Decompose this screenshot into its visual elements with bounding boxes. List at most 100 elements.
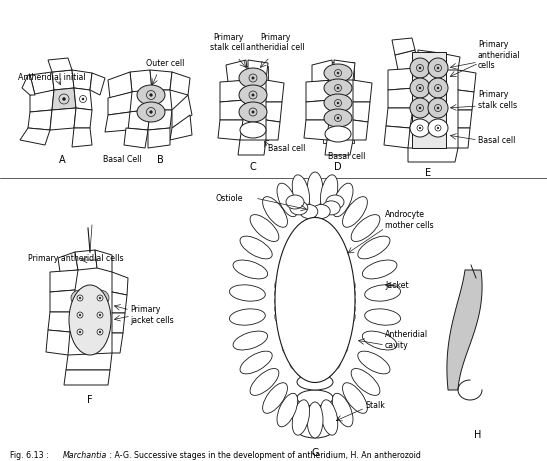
- Ellipse shape: [410, 98, 430, 118]
- Ellipse shape: [233, 331, 267, 350]
- Ellipse shape: [69, 285, 111, 355]
- Ellipse shape: [289, 271, 302, 284]
- Text: A: A: [59, 155, 65, 165]
- Polygon shape: [304, 120, 329, 140]
- Ellipse shape: [282, 279, 295, 292]
- Ellipse shape: [289, 326, 302, 339]
- Polygon shape: [64, 370, 110, 385]
- Text: E: E: [425, 168, 431, 178]
- Polygon shape: [20, 128, 50, 145]
- Text: Basal cell: Basal cell: [268, 143, 305, 153]
- Polygon shape: [126, 110, 150, 130]
- Ellipse shape: [289, 318, 302, 331]
- Ellipse shape: [252, 111, 254, 113]
- Ellipse shape: [335, 279, 348, 292]
- Text: C: C: [249, 162, 257, 172]
- Text: Basal Cell: Basal Cell: [103, 155, 141, 164]
- Ellipse shape: [300, 205, 318, 219]
- Ellipse shape: [312, 310, 325, 323]
- Polygon shape: [148, 128, 170, 148]
- Ellipse shape: [289, 263, 302, 277]
- Ellipse shape: [324, 94, 352, 112]
- Text: B: B: [156, 155, 164, 165]
- Ellipse shape: [91, 307, 109, 323]
- Text: : A-G. Successive stages in the development of antheridium, H. An antherozoid: : A-G. Successive stages in the developm…: [107, 450, 421, 460]
- Ellipse shape: [324, 79, 352, 97]
- Ellipse shape: [229, 309, 265, 325]
- Ellipse shape: [362, 260, 397, 279]
- Ellipse shape: [282, 256, 295, 269]
- Ellipse shape: [335, 263, 348, 277]
- Ellipse shape: [289, 334, 302, 347]
- Text: H: H: [474, 430, 482, 440]
- Ellipse shape: [312, 326, 325, 339]
- Ellipse shape: [337, 87, 339, 89]
- Ellipse shape: [297, 240, 310, 253]
- Ellipse shape: [335, 326, 348, 339]
- Ellipse shape: [297, 302, 310, 315]
- Ellipse shape: [320, 318, 333, 331]
- Ellipse shape: [275, 302, 288, 315]
- Ellipse shape: [419, 87, 421, 89]
- Ellipse shape: [326, 195, 344, 209]
- Ellipse shape: [297, 365, 310, 378]
- Text: Primary
jacket cells: Primary jacket cells: [130, 305, 174, 325]
- Polygon shape: [150, 90, 172, 110]
- Ellipse shape: [297, 225, 310, 237]
- Polygon shape: [306, 100, 331, 120]
- Ellipse shape: [289, 248, 302, 261]
- Ellipse shape: [333, 183, 353, 217]
- Polygon shape: [150, 70, 172, 90]
- Ellipse shape: [305, 287, 318, 300]
- Ellipse shape: [320, 279, 333, 292]
- Ellipse shape: [282, 295, 295, 307]
- Polygon shape: [353, 102, 370, 122]
- Ellipse shape: [320, 295, 333, 307]
- Polygon shape: [306, 80, 334, 102]
- Ellipse shape: [297, 256, 310, 269]
- Ellipse shape: [342, 295, 356, 307]
- Ellipse shape: [312, 271, 325, 284]
- Text: Primary
antheridial
cells: Primary antheridial cells: [478, 40, 521, 70]
- Ellipse shape: [335, 318, 348, 331]
- Ellipse shape: [233, 260, 267, 279]
- Ellipse shape: [275, 279, 288, 292]
- Ellipse shape: [312, 365, 325, 378]
- Ellipse shape: [410, 58, 430, 78]
- Polygon shape: [408, 148, 458, 162]
- Polygon shape: [458, 70, 476, 92]
- Ellipse shape: [312, 232, 325, 245]
- Ellipse shape: [328, 318, 340, 331]
- Polygon shape: [30, 90, 54, 112]
- Ellipse shape: [335, 248, 348, 261]
- Ellipse shape: [333, 393, 353, 427]
- Ellipse shape: [297, 263, 310, 277]
- Polygon shape: [170, 115, 192, 140]
- Polygon shape: [52, 88, 76, 110]
- Ellipse shape: [328, 279, 340, 292]
- Polygon shape: [334, 60, 355, 80]
- Polygon shape: [108, 72, 132, 98]
- Ellipse shape: [320, 271, 333, 284]
- Ellipse shape: [297, 310, 310, 323]
- Ellipse shape: [328, 334, 340, 347]
- Ellipse shape: [410, 119, 430, 137]
- Polygon shape: [50, 270, 78, 292]
- Polygon shape: [48, 58, 72, 72]
- Ellipse shape: [289, 240, 302, 253]
- Ellipse shape: [286, 195, 304, 209]
- Ellipse shape: [428, 78, 448, 98]
- Ellipse shape: [275, 310, 288, 323]
- Text: F: F: [87, 395, 93, 405]
- Ellipse shape: [358, 351, 390, 374]
- Ellipse shape: [305, 232, 318, 245]
- Ellipse shape: [240, 236, 272, 259]
- Text: Jacket: Jacket: [385, 280, 409, 290]
- Ellipse shape: [320, 232, 333, 245]
- Ellipse shape: [312, 287, 325, 300]
- Ellipse shape: [320, 334, 333, 347]
- Ellipse shape: [328, 302, 340, 315]
- Ellipse shape: [292, 400, 310, 435]
- Ellipse shape: [335, 310, 348, 323]
- Ellipse shape: [297, 279, 310, 292]
